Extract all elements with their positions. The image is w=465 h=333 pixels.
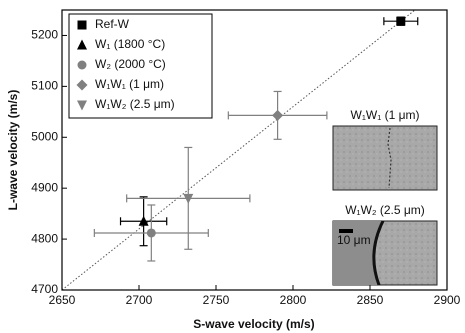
- data-point: [396, 17, 405, 26]
- inset-label: W₁W₂ (2.5 μm): [345, 203, 425, 217]
- y-tick-label: 5200: [31, 28, 58, 42]
- inset-label: W₁W₁ (1 μm): [351, 108, 420, 122]
- legend-marker: [78, 21, 87, 30]
- y-axis-label: L-wave velocity (m/s): [6, 90, 20, 211]
- x-tick-label: 2900: [434, 293, 461, 307]
- y-tick-label: 4800: [31, 231, 58, 245]
- x-tick-label: 2800: [280, 293, 307, 307]
- data-point: [147, 228, 156, 237]
- y-tick-label: 4700: [31, 282, 58, 296]
- y-tick-label: 5100: [31, 79, 58, 93]
- legend-label: W₂ (2000 °C): [95, 57, 166, 71]
- legend-label: W₁W₂ (2.5 μm): [95, 97, 175, 111]
- y-tick-label: 4900: [31, 180, 58, 194]
- legend-label: W₁ (1800 °C): [95, 37, 165, 51]
- y-tick-label: 5000: [31, 129, 58, 143]
- scale-bar-label: 10 μm: [337, 233, 371, 247]
- micrograph: [333, 126, 437, 190]
- legend-marker: [78, 61, 87, 70]
- legend-label: W₁W₁ (1 μm): [95, 77, 164, 91]
- chart: S-wave velocity (m/s) L-wave velocity (m…: [0, 0, 465, 333]
- data-point: [272, 110, 283, 121]
- x-tick-label: 2700: [126, 293, 153, 307]
- x-tick-label: 2750: [203, 293, 230, 307]
- x-axis-label: S-wave velocity (m/s): [193, 317, 314, 331]
- legend-label: Ref-W: [95, 17, 130, 31]
- x-tick-label: 2850: [357, 293, 384, 307]
